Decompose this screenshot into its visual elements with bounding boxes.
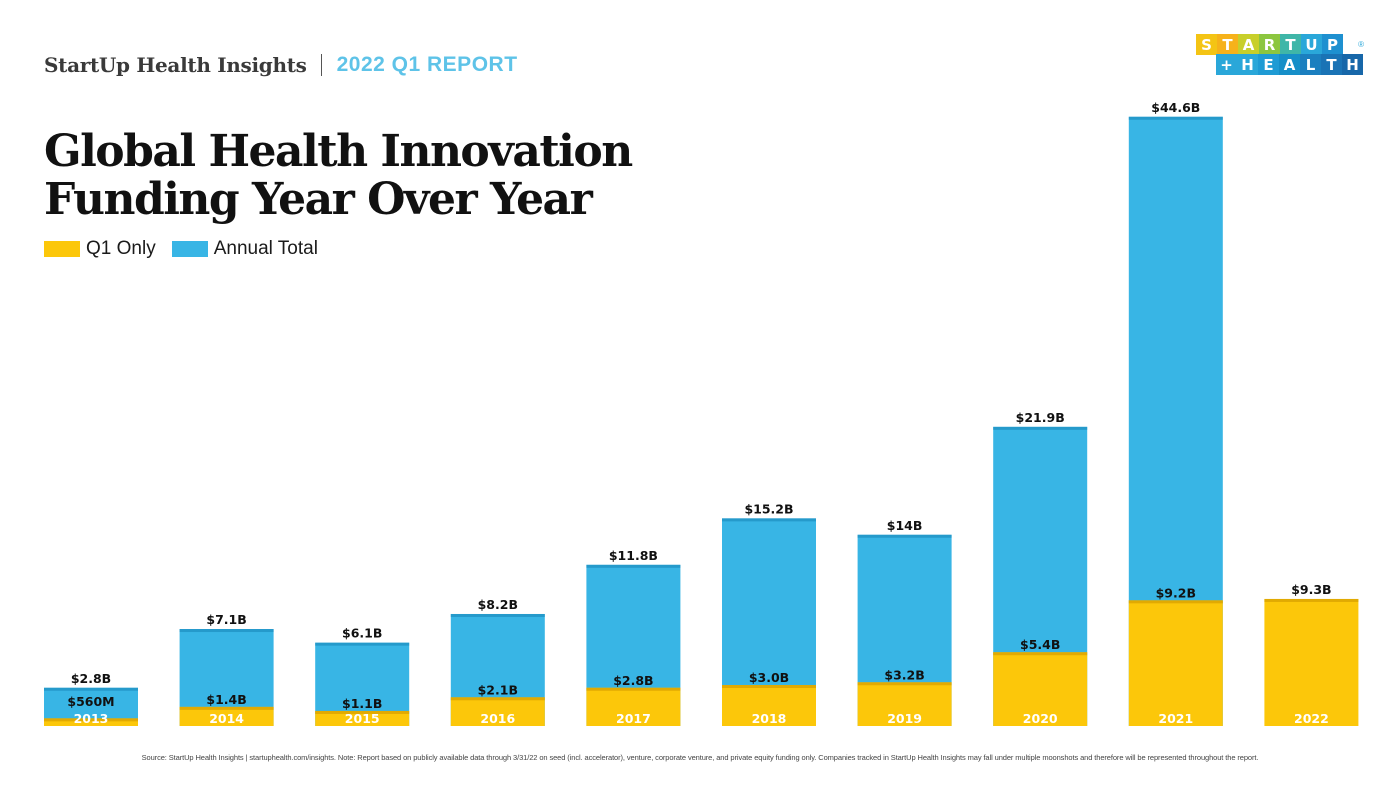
bar-q1-top-edge-2013 [44, 718, 138, 722]
label-annual-2016: $8.2B [478, 597, 518, 612]
bar-q1-top-edge-2020 [993, 652, 1088, 656]
tick-label-2018: 2018 [752, 711, 787, 726]
bar-q1-2018 [722, 685, 816, 726]
label-annual-2017: $11.8B [609, 548, 658, 563]
tick-label-2020: 2020 [1023, 711, 1058, 726]
legend-swatch-q1 [44, 241, 80, 257]
bar-q1-2013 [44, 718, 138, 726]
chart-title-line-1: Global Health Innovation [44, 126, 633, 177]
tick-label-2016: 2016 [480, 711, 515, 726]
tick-label-2019: 2019 [887, 711, 922, 726]
label-q1-2020: $5.4B [1020, 637, 1060, 652]
bar-q1-top-edge-2014 [179, 706, 274, 710]
logo-tile-top-3: R [1259, 34, 1280, 55]
legend-label-q1: Q1 Only [86, 238, 156, 259]
chart-legend: Q1 Only Annual Total [44, 238, 334, 260]
legend-label-annual: Annual Total [213, 238, 318, 259]
report-label: 2022 Q1 REPORT [336, 53, 518, 76]
bar-annual-top-edge-2020 [993, 426, 1088, 430]
bar-q1-top-edge-2018 [722, 685, 816, 689]
logo-tile-bottom-5: T [1321, 54, 1342, 75]
logo-tile-top-5: U [1301, 34, 1322, 55]
tick-label-2013: 2013 [74, 711, 109, 726]
label-annual-2013: $2.8B [71, 671, 111, 686]
bar-q1-2014 [179, 706, 274, 726]
bar-annual-top-edge-2018 [722, 518, 816, 522]
label-q1-2014: $1.4B [206, 692, 246, 707]
label-annual-2021: $44.6B [1151, 100, 1200, 115]
bar-q1-2022 [1264, 598, 1359, 726]
bar-annual-top-edge-2021 [1128, 116, 1223, 120]
bar-q1-top-edge-2017 [586, 687, 681, 691]
tick-label-2015: 2015 [345, 711, 380, 726]
bar-annual-top-edge-2014 [179, 629, 274, 633]
label-q1-2013: $560M [67, 694, 114, 709]
chart-title-line-2: Funding Year Over Year [44, 174, 593, 225]
bar-q1-2019 [857, 682, 952, 726]
legend-swatch-annual [171, 241, 208, 257]
logo-tile-bottom-2: E [1258, 54, 1279, 75]
label-annual-2014: $7.1B [206, 612, 246, 627]
legend-item-annual: Annual Total [171, 238, 318, 260]
label-q1-2016: $2.1B [478, 682, 518, 697]
bar-q1-2021 [1128, 600, 1223, 726]
logo-tile-top-2: A [1238, 34, 1259, 55]
logo-tile-bottom-6: H [1342, 54, 1363, 75]
label-q1-2015: $1.1B [342, 696, 382, 711]
bar-q1-top-edge-2019 [857, 682, 952, 686]
label-q1-2018: $3.0B [749, 670, 789, 685]
logo-tile-top-0: S [1196, 34, 1217, 55]
legend-item-q1: Q1 Only [44, 238, 156, 260]
logo-tile-bottom-4: L [1300, 54, 1321, 75]
bar-q1-2017 [586, 687, 681, 726]
label-annual-2015: $6.1B [342, 626, 382, 641]
report-header: StartUp Health Insights 2022 Q1 REPORT [44, 50, 518, 80]
logo-tile-top-4: T [1280, 34, 1301, 55]
tick-label-2017: 2017 [616, 711, 651, 726]
bar-annual-top-edge-2015 [315, 642, 410, 646]
header-divider [320, 54, 322, 76]
tick-label-2014: 2014 [209, 711, 244, 726]
bar-q1-top-edge-2015 [315, 710, 410, 714]
bar-q1-top-edge-2022 [1264, 598, 1359, 602]
logo-tile-bottom-0: + [1216, 54, 1237, 75]
bar-annual-top-edge-2017 [586, 564, 681, 568]
label-q1-2022: $9.3B [1291, 582, 1331, 597]
label-annual-2020: $21.9B [1016, 410, 1065, 425]
logo-tile-bottom-1: H [1237, 54, 1258, 75]
bar-q1-top-edge-2016 [450, 697, 545, 701]
label-annual-2019: $14B [887, 518, 923, 533]
bar-q1-2020 [993, 652, 1088, 726]
source-note: Source: StartUp Health Insights | startu… [141, 753, 1259, 762]
bar-annual-top-edge-2019 [857, 534, 952, 538]
bar-q1-top-edge-2021 [1128, 600, 1223, 604]
bar-q1-2016 [450, 697, 545, 726]
logo-line-health: + H E A L T H [1216, 54, 1363, 75]
label-q1-2017: $2.8B [613, 673, 653, 688]
logo-tile-bottom-3: A [1279, 54, 1300, 75]
tick-label-2022: 2022 [1294, 711, 1329, 726]
bar-annual-top-edge-2016 [450, 613, 545, 617]
logo-tile-top-1: T [1217, 34, 1238, 55]
label-q1-2019: $3.2B [884, 667, 924, 682]
label-q1-2021: $9.2B [1156, 585, 1196, 600]
logo-tile-top-6: P [1322, 34, 1343, 55]
label-annual-2018: $15.2B [744, 501, 793, 516]
tick-label-2021: 2021 [1158, 711, 1193, 726]
bar-annual-top-edge-2013 [44, 687, 138, 691]
bar-q1-2015 [315, 710, 410, 726]
chart-title: Global Health Innovation Funding Year Ov… [44, 126, 633, 225]
registered-mark: ® [1358, 40, 1364, 49]
brand-name: StartUp Health Insights [44, 53, 307, 77]
